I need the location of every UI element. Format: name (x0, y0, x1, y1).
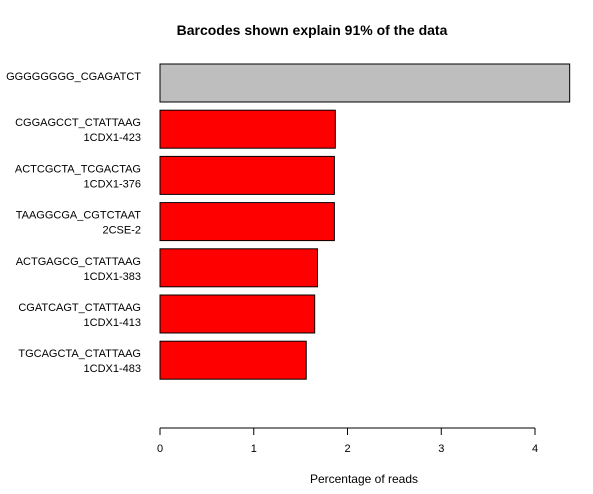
chart-title: Barcodes shown explain 91% of the data (177, 22, 448, 38)
x-axis: 0 1 2 3 4 (157, 427, 538, 455)
category-sample-label-5: 1CDX1-383 (84, 271, 141, 283)
category-sample-label-2: 1CDX1-423 (84, 132, 141, 144)
category-barcode-label-2: CGGAGCCT_CTATTAAG (15, 117, 141, 129)
x-tick-label-2: 2 (344, 443, 350, 455)
category-labels-group: GGGGGGGG_CGAGATCT CGGAGCCT_CTATTAAG 1CDX1-… (6, 71, 141, 375)
x-tick-label-0: 0 (157, 443, 163, 455)
bar-2 (159, 109, 336, 149)
category-barcode-label-3: ACTCGCTA_TCGACTAG (15, 163, 141, 175)
category-barcode-label-7: TGCAGCTA_CTATTAAG (18, 348, 141, 360)
category-barcode-label-5: ACTGAGCG_CTATTAAG (16, 256, 141, 268)
x-axis-label: Percentage of reads (310, 472, 418, 486)
category-sample-label-7: 1CDX1-483 (84, 363, 141, 375)
x-tick-label-1: 1 (251, 443, 257, 455)
x-tick-label-4: 4 (532, 443, 538, 455)
bar-7 (159, 340, 307, 380)
bar-4 (159, 202, 335, 242)
category-sample-label-3: 1CDX1-376 (84, 178, 141, 190)
category-barcode-label-1: GGGGGGGG_CGAGATCT (6, 71, 141, 83)
bar-3 (159, 155, 335, 195)
category-sample-label-4: 2CSE-2 (102, 225, 141, 237)
bars-group (159, 63, 571, 380)
category-barcode-label-6: CGATCAGT_CTATTAAG (18, 302, 141, 314)
category-barcode-label-4: TAAGGCGA_CGTCTAAT (16, 210, 142, 222)
bar-1 (159, 63, 571, 103)
bar-5 (159, 248, 318, 288)
x-tick-label-3: 3 (438, 443, 444, 455)
bar-6 (159, 294, 316, 334)
category-sample-label-6: 1CDX1-413 (84, 317, 141, 329)
